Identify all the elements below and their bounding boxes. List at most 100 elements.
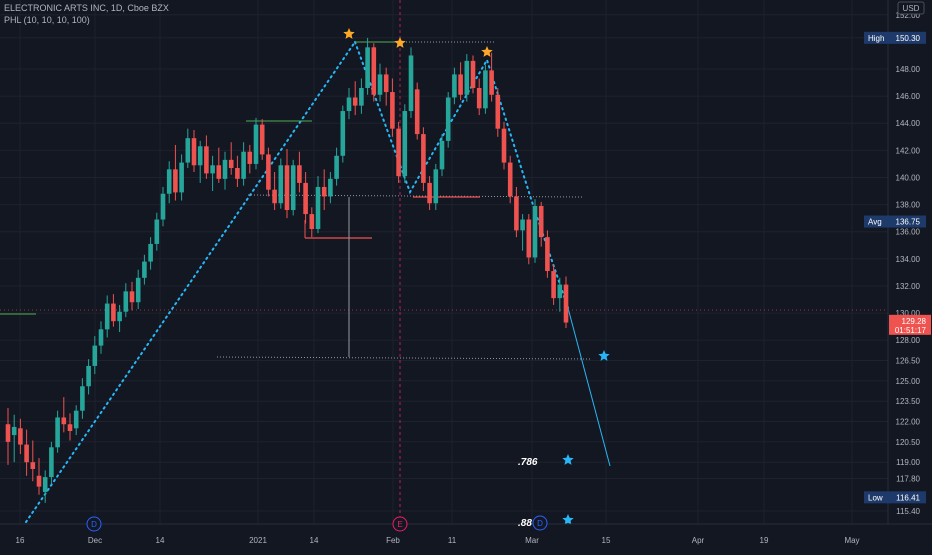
price-tick-label: 144.00: [896, 119, 921, 128]
candle-body: [383, 74, 389, 93]
candle-body: [5, 424, 11, 442]
blue-star-icon: [562, 514, 574, 525]
candle-body: [80, 386, 85, 411]
last-price-value: 129.28: [902, 317, 927, 326]
time-tick-label: 11: [448, 536, 457, 545]
candle-body: [377, 74, 383, 95]
candle-body: [563, 284, 569, 323]
price-tick-label: 152.00: [896, 11, 921, 20]
low-label-name: Low: [868, 493, 883, 502]
price-tick-label: 142.00: [896, 146, 921, 155]
candle-body: [61, 417, 67, 425]
candle-body: [111, 303, 116, 322]
candle-body: [30, 462, 36, 469]
price-tick-label: 134.00: [896, 255, 921, 264]
high-label-value: 150.30: [896, 34, 921, 43]
time-tick-label: Mar: [525, 536, 539, 545]
candle-body: [507, 162, 513, 197]
candle-body: [173, 169, 178, 193]
candle-body: [92, 345, 98, 366]
candle-body: [352, 97, 358, 106]
dividend-marker-label: D: [91, 520, 97, 529]
currency-label: USD: [903, 4, 920, 13]
low-label-box: [864, 491, 926, 504]
dividend-marker[interactable]: D: [86, 516, 102, 532]
price-tick-label: 130.00: [896, 309, 921, 318]
time-axis[interactable]: 16 Dec 14 2021 14 Feb 11 Mar 15 Apr 19 May: [16, 536, 860, 545]
price-tick-label: 128.00: [896, 336, 921, 345]
candle-body: [321, 186, 327, 197]
price-tick-label: 126.50: [896, 357, 921, 366]
orange-star-icon: [481, 46, 493, 57]
candle-body: [458, 74, 463, 95]
candle-body: [135, 277, 141, 303]
orange-star-icon: [394, 37, 406, 48]
candle-body: [98, 329, 104, 346]
low-label-value: 116.41: [896, 493, 920, 502]
time-axis-panel: [0, 524, 932, 550]
high-label-box: [864, 31, 926, 44]
candle-body: [266, 154, 271, 190]
candle-body: [489, 70, 494, 95]
time-tick-label: Dec: [88, 536, 102, 545]
price-tick-label: 115.40: [896, 507, 920, 516]
candle-body: [179, 162, 184, 193]
candle-body: [365, 47, 370, 88]
avg-label-name: Avg: [868, 218, 882, 227]
candle-body: [297, 165, 302, 183]
candle-body: [551, 271, 556, 299]
candle-body: [228, 159, 234, 168]
candle-body: [309, 214, 315, 230]
candle-body: [483, 70, 488, 109]
candle-body: [278, 165, 284, 204]
dividend-marker-2-label: D: [537, 519, 543, 528]
candle-body: [18, 428, 23, 445]
candle-body: [396, 128, 401, 177]
blue-star-icon: [598, 350, 610, 361]
price-tick-label: 122.00: [896, 418, 921, 427]
candle-body: [104, 303, 110, 330]
candle-body: [204, 146, 209, 174]
candle-body: [259, 124, 265, 155]
grid: [0, 0, 888, 528]
candle-body: [222, 159, 228, 179]
pattern-trendline: [25, 41, 356, 523]
time-tick-label: Feb: [386, 536, 400, 545]
candle-body: [142, 261, 147, 278]
candle-body: [42, 477, 48, 493]
candle-body: [445, 97, 451, 141]
candle-body: [197, 146, 203, 166]
candle-body: [452, 74, 457, 98]
candle-body: [129, 291, 135, 303]
drawings-back: [0, 41, 888, 523]
price-axis[interactable]: 114.20115.40117.80119.00120.50122.00123.…: [896, 11, 921, 533]
candle-body: [253, 124, 259, 164]
candle-body: [191, 138, 197, 166]
price-labels: High 150.30 Avg 136.75 Low 116.41 129.2801:51:…: [864, 31, 931, 504]
candle-body: [427, 182, 432, 204]
candle-body: [123, 291, 129, 312]
candle-body: [557, 284, 563, 299]
candle-body: [390, 92, 395, 129]
price-tick-label: 136.00: [896, 228, 921, 237]
candle-body: [117, 311, 122, 322]
time-tick-label: 14: [156, 536, 165, 545]
candle-body: [166, 169, 172, 194]
earnings-marker[interactable]: E: [392, 516, 408, 532]
candle-body: [334, 155, 339, 179]
last-price-box: [889, 314, 931, 335]
price-tick-label: 120.50: [896, 438, 921, 447]
price-tick-label: 148.00: [896, 65, 921, 74]
candle-body: [532, 205, 538, 258]
projection-line: [567, 307, 611, 467]
currency-box[interactable]: [897, 1, 925, 15]
candle-body: [439, 140, 445, 170]
time-tick-label: 14: [310, 536, 319, 545]
price-tick-label: 138.00: [896, 201, 921, 210]
dividend-marker-2[interactable]: D: [532, 515, 548, 531]
orange-star-icon: [343, 28, 355, 39]
candle-body: [247, 151, 253, 164]
candle-body: [402, 111, 408, 177]
candle-body: [328, 178, 333, 197]
